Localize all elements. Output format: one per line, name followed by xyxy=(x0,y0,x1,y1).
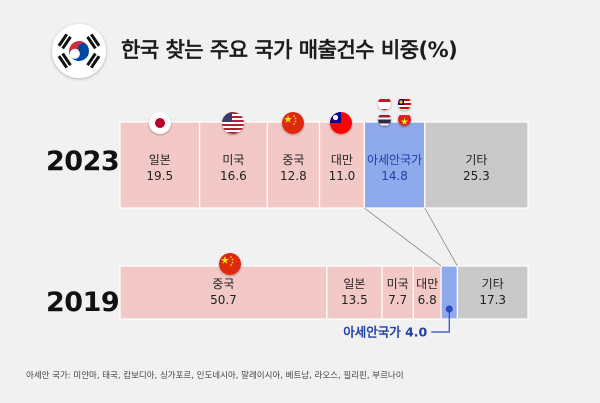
segment-name-2023-1: 미국 xyxy=(222,153,244,167)
callout-dot xyxy=(445,305,453,313)
bar-segment-2019-5 xyxy=(456,265,529,320)
bar-segment-2023-0 xyxy=(119,121,201,209)
segment-name-2023-4: 아세안국가 xyxy=(367,153,422,167)
segment-value-2023-1: 16.6 xyxy=(220,169,247,183)
callout-leader xyxy=(431,309,450,333)
bar-segment-2019-3 xyxy=(412,265,442,320)
bar-segment-2019-1 xyxy=(326,265,383,320)
segment-name-2019-5: 기타 xyxy=(482,277,504,291)
year-label-2023: 2023 xyxy=(46,146,120,177)
bar-segment-2023-1 xyxy=(198,121,268,209)
segment-value-2019-5: 17.3 xyxy=(479,293,506,307)
page-title: 한국 찾는 주요 국가 매출건수 비중(%) xyxy=(121,38,458,62)
segment-value-2023-5: 25.3 xyxy=(463,169,490,183)
segment-name-2019-1: 일본 xyxy=(343,277,365,291)
callout-label: 아세안국가 4.0 xyxy=(343,325,427,340)
connector-line-1 xyxy=(424,207,458,267)
china-flag-icon xyxy=(219,253,241,275)
segment-name-2019-0: 중국 xyxy=(212,277,234,291)
segment-value-2019-3: 6.8 xyxy=(418,293,437,307)
segment-name-2023-3: 대만 xyxy=(331,153,353,167)
bar-segment-2019-0 xyxy=(119,265,328,320)
segment-value-2023-0: 19.5 xyxy=(146,169,173,183)
segment-value-2019-1: 13.5 xyxy=(341,293,368,307)
bar-segment-2023-5 xyxy=(424,121,529,209)
segment-value-2023-2: 12.8 xyxy=(280,169,307,183)
taiwan-flag-icon xyxy=(330,112,352,134)
footnote: 아세안 국가: 미얀마, 태국, 캄보디아, 싱가포르, 인도네시아, 말레이시… xyxy=(26,371,404,381)
korea-flag-icon xyxy=(52,24,106,78)
segment-name-2023-5: 기타 xyxy=(465,153,487,167)
japan-flag-icon xyxy=(149,112,171,134)
year-label-2019: 2019 xyxy=(46,287,120,318)
segment-name-2023-2: 중국 xyxy=(282,153,304,167)
bar-segment-2019-2 xyxy=(381,265,414,320)
usa-flag-icon xyxy=(222,112,244,134)
connector-line-0 xyxy=(364,207,442,267)
segment-value-2019-2: 7.7 xyxy=(388,293,407,307)
segment-name-2019-2: 미국 xyxy=(387,277,409,291)
segment-value-2019-0: 50.7 xyxy=(210,293,237,307)
segment-name-2023-0: 일본 xyxy=(149,153,171,167)
china-flag-icon xyxy=(282,112,304,134)
segment-name-2019-3: 대만 xyxy=(416,277,438,291)
segment-value-2023-3: 11.0 xyxy=(329,169,356,183)
segment-value-2023-4: 14.8 xyxy=(381,169,408,183)
